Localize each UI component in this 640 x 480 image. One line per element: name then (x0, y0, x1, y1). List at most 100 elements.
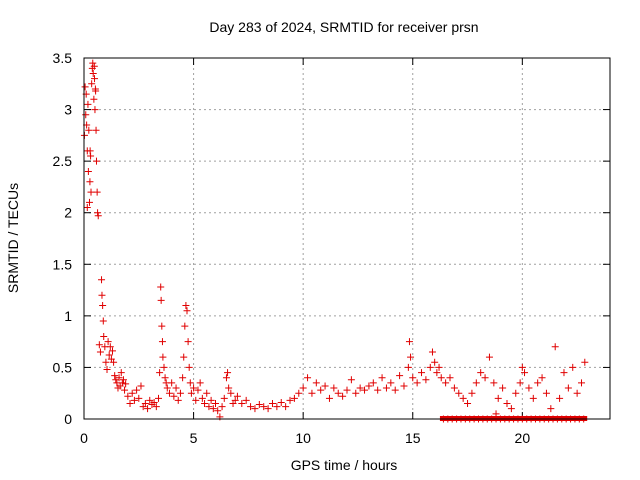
data-point (90, 95, 98, 103)
data-point (317, 386, 325, 394)
data-point (209, 405, 217, 413)
data-point (86, 178, 94, 186)
data-point (137, 382, 145, 390)
data-point (290, 394, 298, 402)
data-point (122, 380, 130, 388)
data-point (516, 379, 524, 387)
data-point (339, 392, 347, 400)
data-point (84, 167, 92, 175)
data-point (321, 382, 329, 390)
data-point (442, 379, 450, 387)
data-point (391, 386, 399, 394)
data-point (91, 106, 99, 114)
data-point (203, 389, 211, 397)
data-point (108, 347, 116, 355)
data-point (176, 389, 184, 397)
data-point (512, 389, 520, 397)
data-point (422, 376, 430, 384)
data-point (111, 372, 119, 380)
data-point (231, 396, 239, 404)
data-point (157, 283, 165, 291)
data-point (87, 188, 95, 196)
chart-title: Day 283 of 2024, SRMTID for receiver prs… (209, 19, 478, 35)
data-point (405, 338, 413, 346)
data-point (190, 384, 198, 392)
data-point (92, 157, 100, 165)
data-point (89, 69, 97, 77)
data-point (105, 351, 113, 359)
data-point (150, 398, 158, 406)
data-point (418, 369, 426, 377)
data-point (356, 384, 364, 392)
data-point (196, 379, 204, 387)
data-point (91, 75, 99, 83)
data-point (98, 291, 106, 299)
data-point (90, 62, 98, 70)
data-point (352, 389, 360, 397)
data-point (82, 111, 90, 119)
data-point (218, 403, 226, 411)
data-point (407, 353, 415, 361)
data-point (464, 400, 472, 408)
data-point (161, 374, 169, 382)
data-point (459, 394, 467, 402)
data-point (85, 126, 93, 134)
data-point (106, 343, 114, 351)
data-point (400, 382, 408, 390)
data-point (455, 389, 463, 397)
data-point (299, 384, 307, 392)
data-point (165, 389, 173, 397)
data-point (84, 100, 92, 108)
data-point (96, 348, 104, 356)
data-point (369, 379, 377, 387)
data-point (477, 369, 485, 377)
data-point (146, 396, 154, 404)
data-point (133, 386, 141, 394)
data-point (192, 396, 200, 404)
y-tick-label: 2 (64, 205, 72, 221)
data-points (80, 59, 589, 423)
data-point (435, 363, 443, 371)
data-point (382, 384, 390, 392)
x-tick-label: 5 (190, 430, 198, 446)
data-point (581, 358, 589, 366)
data-point (214, 407, 222, 415)
data-point (212, 400, 219, 408)
grid-lines (84, 58, 610, 419)
data-point (181, 322, 189, 330)
data-point (413, 379, 421, 387)
data-point (119, 376, 127, 384)
data-point (542, 389, 550, 397)
data-point (518, 363, 526, 371)
data-point (494, 394, 502, 402)
data-point (163, 384, 171, 392)
data-point (158, 322, 166, 330)
data-point (99, 317, 107, 325)
data-point (160, 363, 168, 371)
data-point (365, 382, 373, 390)
data-point (220, 394, 228, 402)
data-point (88, 80, 96, 88)
data-point (433, 369, 441, 377)
data-point (95, 341, 103, 349)
data-point (94, 209, 102, 217)
data-point (255, 401, 263, 409)
data-point (361, 386, 369, 394)
data-point (282, 403, 290, 411)
axis-ticks: 0 5 10 15 20 0 0.5 1 1.5 2 2.5 3 3.5 (53, 50, 610, 446)
data-point (238, 400, 246, 408)
data-point (308, 389, 316, 397)
data-point (277, 398, 285, 406)
data-point (99, 302, 107, 310)
data-point (304, 374, 312, 382)
data-point (172, 384, 180, 392)
data-point (374, 386, 382, 394)
data-point (86, 147, 94, 155)
data-point (334, 389, 342, 397)
data-point (186, 379, 194, 387)
data-point (312, 379, 320, 387)
data-point (118, 379, 126, 387)
x-tick-label: 0 (80, 430, 88, 446)
data-point (534, 379, 542, 387)
